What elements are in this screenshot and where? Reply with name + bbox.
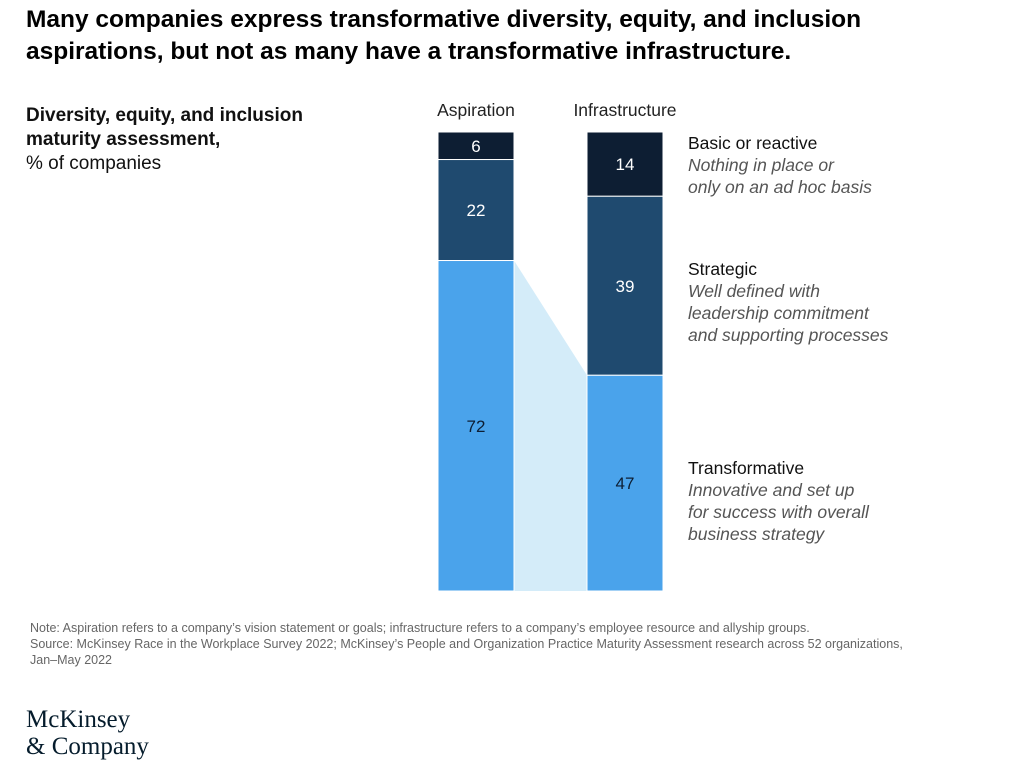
legend-strategic: Strategic Well defined with leadership c… xyxy=(688,258,1008,346)
data-label-infrastructure-basic-or-reactive: 14 xyxy=(616,155,635,174)
legend-description-line: only on an ad hoc basis xyxy=(688,177,872,197)
footnote: Note: Aspiration refers to a company’s v… xyxy=(30,620,1000,668)
legend-basic-or-reactive: Basic or reactive Nothing in place or on… xyxy=(688,132,1008,198)
legend-description: Innovative and set up for success with o… xyxy=(688,479,1008,545)
data-label-aspiration-basic-or-reactive: 6 xyxy=(471,137,480,156)
legend-description: Well defined with leadership commitment … xyxy=(688,280,1008,346)
chart-subtitle: Diversity, equity, and inclusion maturit… xyxy=(26,104,356,176)
subtitle-line-1: Diversity, equity, and inclusion xyxy=(26,105,303,126)
legend-description-line: for success with overall xyxy=(688,502,869,522)
transformative-connector xyxy=(514,260,587,591)
footnote-source-continued: Jan–May 2022 xyxy=(30,653,113,667)
logo-line-2: & Company xyxy=(26,733,149,760)
mckinsey-logo: McKinsey & Company xyxy=(26,706,149,760)
data-label-aspiration-strategic: 22 xyxy=(467,201,486,220)
data-label-infrastructure-transformative: 47 xyxy=(616,474,635,493)
category-label-infrastructure: Infrastructure xyxy=(573,100,676,120)
legend-name: Strategic xyxy=(688,259,758,279)
chart-title-line-2: aspirations, but not as many have a tran… xyxy=(26,38,792,65)
legend-description-line: leadership commitment xyxy=(688,303,869,323)
legend-description-line: Innovative and set up xyxy=(688,480,855,500)
subtitle-unit: % of companies xyxy=(26,153,162,174)
chart-title-line-1: Many companies express transformative di… xyxy=(26,6,862,33)
legend-description-line: and supporting processes xyxy=(688,325,889,345)
footnote-source: Source: McKinsey Race in the Workplace S… xyxy=(30,637,903,651)
subtitle-line-2: maturity assessment, xyxy=(26,129,221,150)
legend-description-line: Nothing in place or xyxy=(688,155,834,175)
bar-segment-infrastructure-transformative xyxy=(586,374,664,592)
legend-description-line: Well defined with xyxy=(688,281,820,301)
legend-name: Basic or reactive xyxy=(688,133,818,153)
bar-segment-aspiration-transformative xyxy=(437,260,515,592)
bar-segment-infrastructure-strategic xyxy=(586,195,664,376)
legend-transformative: Transformative Innovative and set up for… xyxy=(688,457,1008,545)
legend-description: Nothing in place or only on an ad hoc ba… xyxy=(688,154,1008,198)
legend-name: Transformative xyxy=(688,458,805,478)
chart-title: Many companies express transformative di… xyxy=(26,4,1006,68)
footnote-note: Note: Aspiration refers to a company’s v… xyxy=(30,621,810,635)
category-label-aspiration: Aspiration xyxy=(437,100,515,120)
data-label-aspiration-transformative: 72 xyxy=(467,417,486,436)
legend-description-line: business strategy xyxy=(688,524,825,544)
data-label-infrastructure-strategic: 39 xyxy=(616,277,635,296)
logo-line-1: McKinsey xyxy=(26,706,131,733)
